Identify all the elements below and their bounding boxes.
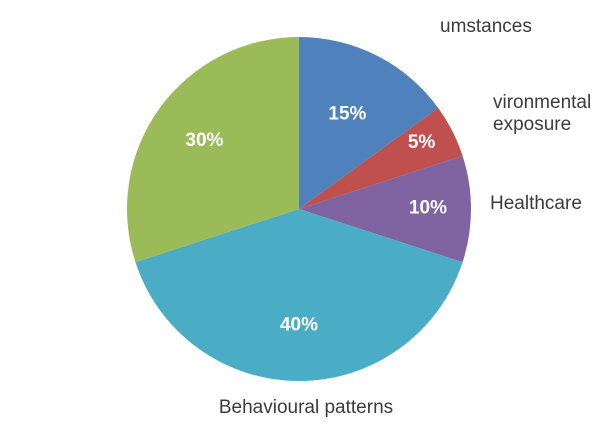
category-label-line: exposure [493, 114, 571, 135]
category-label-3: Healthcare [490, 193, 582, 214]
category-label-line: vironmental [493, 92, 591, 113]
category-label-line: Behavioural patterns [219, 397, 393, 418]
category-labels: umstances vironmental exposure Healthcare Be… [219, 16, 591, 418]
pie-slice-4 [135, 209, 463, 381]
percent-labels: 15% 5% 10% 40% 30% [185, 104, 447, 336]
pie-slice-2 [299, 107, 463, 209]
percent-label-4: 40% [280, 315, 318, 336]
percent-label-5: 30% [185, 130, 223, 151]
pie-slice-5 [127, 37, 299, 263]
pie-slice-3 [299, 155, 471, 263]
pie-slices [127, 37, 471, 381]
pie-slice-1 [299, 37, 439, 209]
percent-label-3: 10% [409, 198, 447, 219]
percent-label-2: 5% [408, 132, 436, 153]
category-label-1: umstances [440, 16, 532, 37]
category-label-2: vironmental exposure [493, 92, 591, 135]
category-label-line: Healthcare [490, 193, 582, 214]
category-label-4: Behavioural patterns [219, 397, 393, 418]
category-label-line: umstances [440, 16, 532, 37]
percent-label-1: 15% [328, 104, 366, 125]
